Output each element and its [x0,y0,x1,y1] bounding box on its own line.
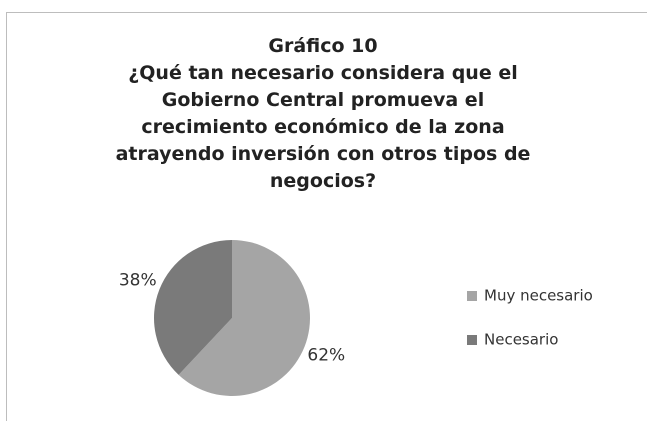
pie-slice [178,240,310,396]
chart-title: Gráfico 10 [268,35,378,57]
title-block: Gráfico 10 ¿Qué tan necesario considera … [103,33,543,195]
data-label: 38% [119,271,157,291]
legend-label: Necesario [484,331,558,349]
pie-slice [154,240,232,375]
data-label: 62% [307,345,345,365]
chart-frame [6,12,647,421]
legend-swatch [467,291,477,301]
legend-label: Muy necesario [484,287,593,305]
chart-subtitle: ¿Qué tan necesario considera que el Gobi… [115,62,531,192]
legend-swatch [467,335,477,345]
